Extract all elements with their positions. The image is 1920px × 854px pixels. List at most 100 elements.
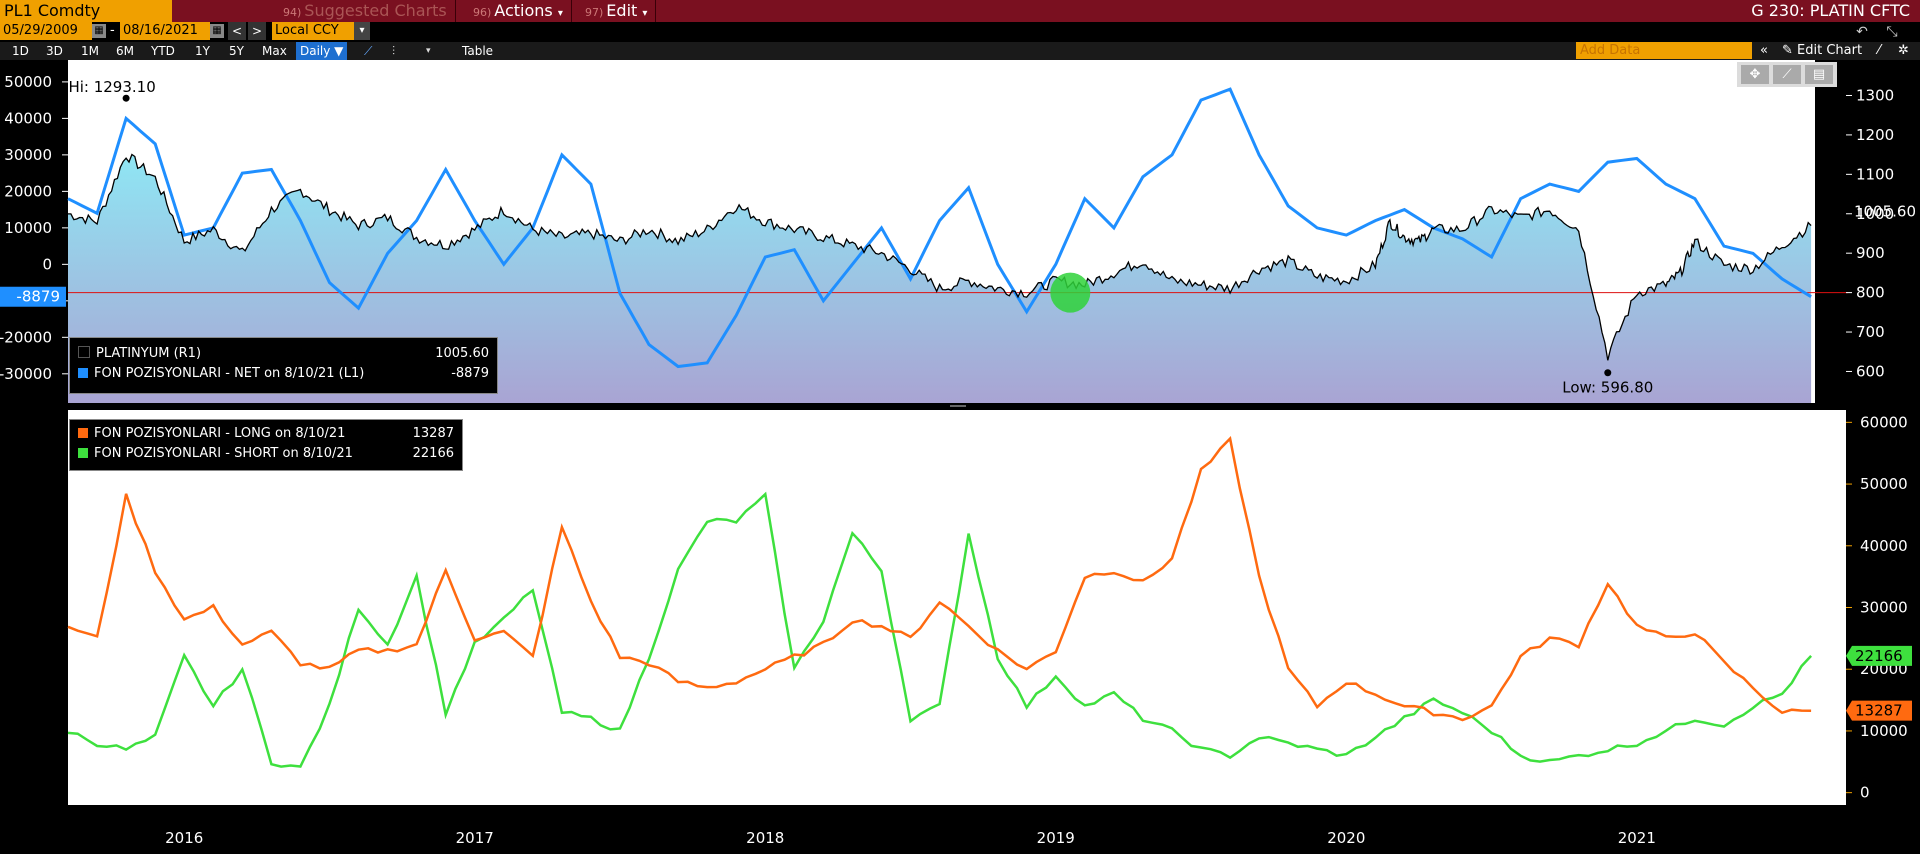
chart-tool-palette: ✥ ⟋ ▤ xyxy=(1737,62,1837,87)
undo-icon[interactable]: ↶ xyxy=(1856,24,1868,40)
y-tick-label: 1100 xyxy=(1856,165,1894,183)
edit-chart-label: Edit Chart xyxy=(1797,43,1863,58)
chevron-down-icon[interactable]: ▾ xyxy=(354,22,370,40)
draw-icon[interactable]: ⁄ xyxy=(1878,43,1881,58)
edit-menu[interactable]: 97) Edit ▾ xyxy=(577,0,657,22)
chart-svg[interactable]: Hi: 1293.10 Low: 596.80 -30000-20000-100… xyxy=(0,60,1920,854)
legend-label: FON POZISYONLARI - SHORT on 8/10/21 xyxy=(94,446,353,461)
table-button[interactable]: Table xyxy=(462,44,494,58)
legend-item-net[interactable]: FON POZISYONLARI - NET on 8/10/21 (L1) xyxy=(78,366,364,381)
legend-label: FON POZISYONLARI - NET on 8/10/21 (L1) xyxy=(94,366,365,381)
actions-menu[interactable]: 96) Actions ▾ xyxy=(465,0,572,22)
hi-label: Hi: 1293.10 xyxy=(68,78,155,96)
crosshair-tool-icon[interactable]: ✥ xyxy=(1741,65,1769,84)
y-tick-label: 600 xyxy=(1856,362,1885,380)
gear-icon[interactable]: ✲ xyxy=(1898,43,1909,58)
y-tick-label: 10000 xyxy=(1860,722,1908,740)
line-chart-icon[interactable]: ⟋ xyxy=(364,44,373,58)
y-tick-label: 60000 xyxy=(1860,413,1908,431)
y-tick-label: 50000 xyxy=(1860,475,1908,493)
period-5y[interactable]: 5Y xyxy=(229,44,244,58)
currency-select[interactable]: Local CCY xyxy=(272,22,368,40)
chevron-down-icon: ▾ xyxy=(642,8,648,19)
svg-text:13287: 13287 xyxy=(1855,702,1903,720)
y-tick-label: 20000 xyxy=(4,182,52,200)
end-date-field[interactable]: 08/16/2021 xyxy=(120,22,210,40)
legend-item-short[interactable]: FON POZISYONLARI - SHORT on 8/10/21 xyxy=(78,446,353,461)
line-tool-icon[interactable]: ⟋ xyxy=(1773,65,1801,84)
calendar-icon[interactable]: ▦ xyxy=(210,24,224,38)
y-tick-label: 0 xyxy=(42,255,52,273)
chevron-down-icon: ▾ xyxy=(557,8,563,19)
y-tick-label: -30000 xyxy=(0,365,52,383)
period-bar xyxy=(0,42,1920,60)
y-tick-label: 700 xyxy=(1856,323,1885,341)
price-series-line xyxy=(68,153,1812,361)
collapse-icon[interactable]: ⤡ xyxy=(1886,24,1898,40)
crosshair-marker xyxy=(1050,272,1091,313)
legend-swatch xyxy=(78,368,88,378)
x-tick-label: 2019 xyxy=(1037,829,1075,847)
y-tick-label: 10000 xyxy=(4,219,52,237)
x-tick-label: 2021 xyxy=(1618,829,1656,847)
x-tick-label: 2017 xyxy=(456,829,494,847)
x-tick-label: 2016 xyxy=(165,829,203,847)
low-label: Low: 596.80 xyxy=(1562,379,1653,397)
legend-item-long[interactable]: FON POZISYONLARI - LONG on 8/10/21 xyxy=(78,426,345,441)
legend-value: -8879 xyxy=(451,366,489,381)
menu-label: Edit xyxy=(606,1,638,20)
price-area xyxy=(68,154,1812,403)
y-tick-label: 900 xyxy=(1856,244,1885,262)
chevron-down-icon[interactable]: ▾ xyxy=(426,46,431,56)
legend-top: PLATINYUM (R1) 1005.60 FON POZISYONLARI … xyxy=(69,337,498,394)
y-tick-label: 30000 xyxy=(1860,599,1908,617)
y-tick-label: 50000 xyxy=(4,73,52,91)
ticker-field[interactable]: PL1 Comdty xyxy=(0,0,172,22)
low-marker xyxy=(1604,369,1612,377)
menu-number: 96) xyxy=(473,6,492,19)
period-3d[interactable]: 3D xyxy=(46,44,63,58)
x-tick-label: 2018 xyxy=(746,829,784,847)
frequency-select[interactable]: Daily ▼ xyxy=(296,42,348,60)
date-separator: - xyxy=(110,23,115,38)
prev-period-icon[interactable]: < xyxy=(228,22,246,40)
pencil-icon: ✎ xyxy=(1782,43,1793,58)
add-data-input[interactable]: Add Data xyxy=(1576,42,1752,59)
date-bar xyxy=(0,22,1920,42)
y-tick-label: -20000 xyxy=(0,328,52,346)
menu-number: 97) xyxy=(585,6,604,19)
menu-label: Actions xyxy=(494,1,553,20)
period-1m[interactable]: 1M xyxy=(81,44,99,58)
period-1d[interactable]: 1D xyxy=(12,44,29,58)
y-tick-label: 1300 xyxy=(1856,86,1894,104)
screen-title: G 230: PLATIN CFTC xyxy=(1751,1,1910,20)
y-tick-label: 40000 xyxy=(4,109,52,127)
legend-label: FON POZISYONLARI - LONG on 8/10/21 xyxy=(94,426,346,441)
legend-swatch xyxy=(78,448,88,458)
legend-swatch xyxy=(78,428,88,438)
x-tick-label: 2020 xyxy=(1327,829,1365,847)
notes-tool-icon[interactable]: ▤ xyxy=(1805,65,1833,84)
double-chevron-left-icon[interactable]: « xyxy=(1760,43,1768,58)
net-value-tag: -8879 xyxy=(0,286,66,307)
period-max[interactable]: Max xyxy=(262,44,287,58)
edit-chart-button[interactable]: ✎ Edit Chart xyxy=(1782,42,1862,60)
legend-bottom: FON POZISYONLARI - LONG on 8/10/21 13287… xyxy=(69,419,463,471)
start-date-field[interactable]: 05/29/2009 xyxy=(0,22,92,40)
menu-label: Suggested Charts xyxy=(304,1,447,20)
long-series-line xyxy=(67,436,1812,722)
y-tick-label: 0 xyxy=(1860,784,1870,802)
period-6m[interactable]: 6M xyxy=(116,44,134,58)
period-ytd[interactable]: YTD xyxy=(151,44,175,58)
next-period-icon[interactable]: > xyxy=(248,22,266,40)
y-tick-label: 1200 xyxy=(1856,126,1894,144)
y-tick-label: 40000 xyxy=(1860,537,1908,555)
legend-item-price[interactable]: PLATINYUM (R1) xyxy=(78,346,201,361)
period-1y[interactable]: 1Y xyxy=(195,44,210,58)
calendar-icon[interactable]: ▦ xyxy=(92,24,106,38)
svg-text:-8879: -8879 xyxy=(16,288,60,306)
title-bar xyxy=(0,0,1920,22)
suggested-charts-menu[interactable]: 94) Suggested Charts xyxy=(275,0,456,22)
bar-chart-icon[interactable]: ⫶ xyxy=(392,44,396,58)
